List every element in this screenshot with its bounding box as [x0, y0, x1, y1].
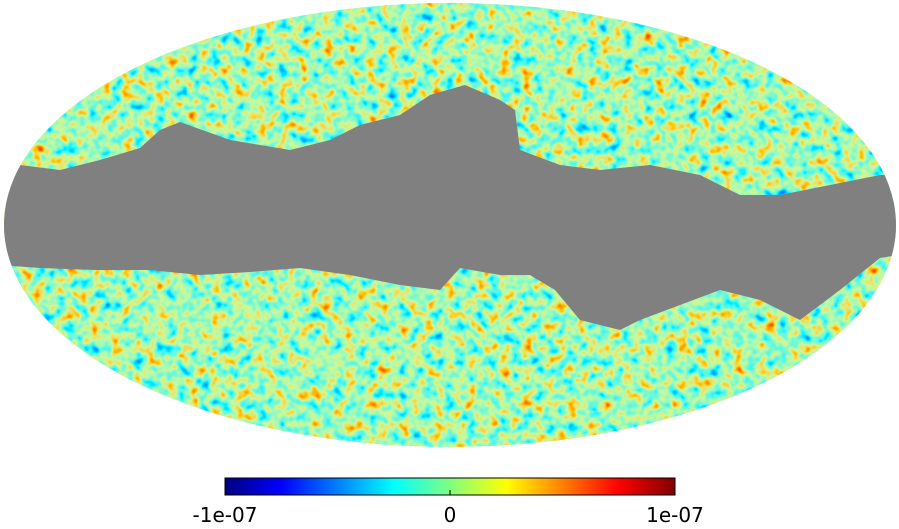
sky-map: [4, 3, 896, 447]
colorbar-tick-label: 0: [444, 503, 457, 527]
galactic-mask: [4, 85, 896, 330]
colorbar-tick-label: -1e-07: [193, 503, 258, 527]
colorbar-tick-label: 1e-07: [646, 503, 704, 527]
